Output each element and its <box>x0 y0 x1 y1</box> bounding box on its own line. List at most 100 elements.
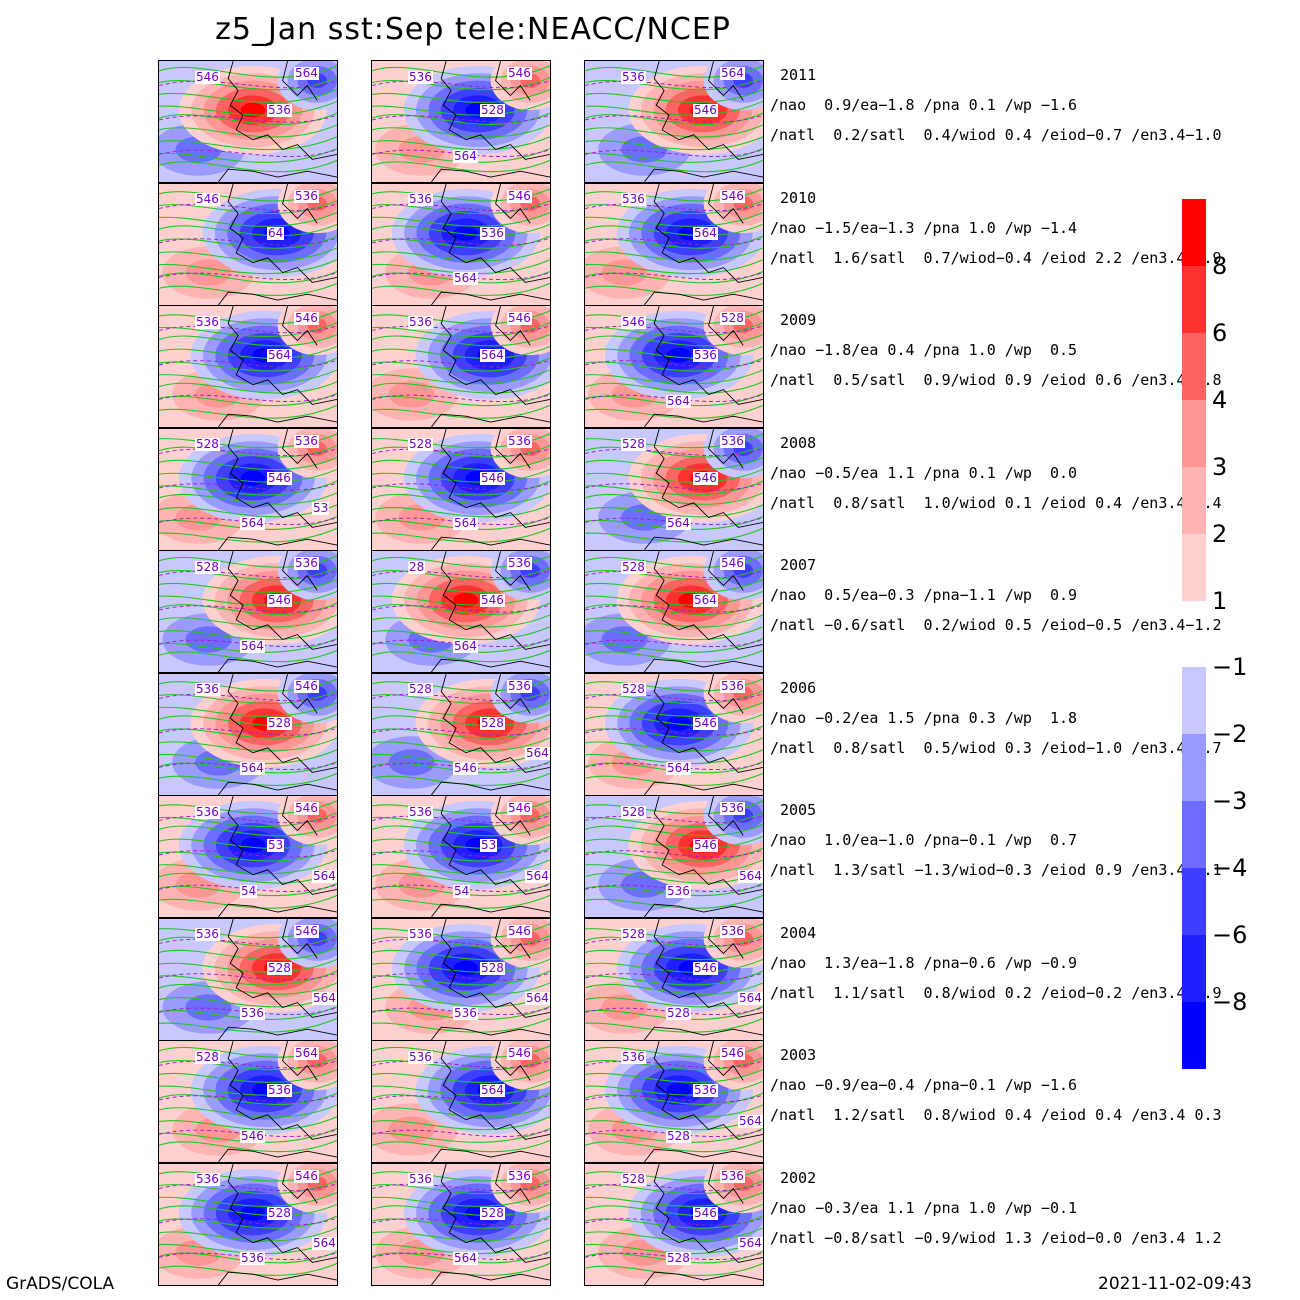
contour-label: 528 <box>267 960 292 975</box>
coastline <box>643 428 763 550</box>
height-contour <box>159 981 337 995</box>
climatology-contour <box>372 570 550 579</box>
map-panel: 536 546 528 564 <box>158 672 338 796</box>
height-contour <box>585 1069 763 1083</box>
row-year: 2004 <box>780 923 817 942</box>
height-contour <box>372 345 550 359</box>
contour-label: 528 <box>267 1205 292 1220</box>
height-contour <box>585 701 763 717</box>
map-field <box>585 551 763 672</box>
coastline <box>217 428 337 550</box>
height-contour <box>372 246 550 261</box>
row-year: 2010 <box>780 188 817 207</box>
height-contour <box>159 835 337 849</box>
contour-label: 536 <box>693 348 718 363</box>
height-contour <box>159 491 337 505</box>
map-field <box>159 1041 337 1162</box>
climatology-contour <box>372 359 550 368</box>
height-contour <box>585 515 763 530</box>
contour-label: 536 <box>507 556 532 571</box>
height-contour <box>372 270 550 283</box>
contour-label: 528 <box>408 437 433 452</box>
height-contour <box>585 946 763 960</box>
climatology-contour <box>585 447 763 456</box>
contour-label: 536 <box>720 923 745 938</box>
contour-label: 564 <box>720 66 745 81</box>
height-contour <box>372 491 550 505</box>
climatology-contour <box>372 1251 550 1260</box>
climatology-contour <box>159 482 337 491</box>
height-contour <box>159 136 337 151</box>
height-contour <box>159 626 337 641</box>
climatology-contour <box>372 237 550 246</box>
height-contour <box>372 1080 550 1096</box>
contour-label: 528 <box>195 1049 220 1064</box>
contour-label: 53 <box>480 838 498 853</box>
coastline <box>217 796 337 917</box>
height-contour <box>585 491 763 505</box>
height-contour <box>159 211 337 227</box>
row-year: 2009 <box>780 311 817 329</box>
contour-label: 536 <box>408 927 433 942</box>
height-contour <box>159 590 337 606</box>
climatology-contour <box>372 149 550 158</box>
climatology-contour <box>372 1094 550 1103</box>
height-contour <box>585 1005 763 1020</box>
teleconnection-indices: /nao −1.5/ea−1.3 /pna 1.0 /wp −1.4 <box>770 218 1078 237</box>
climatology-contour <box>585 692 763 701</box>
climatology-contour <box>585 394 763 403</box>
contour-label: 528 <box>408 682 433 697</box>
height-contour <box>159 148 337 163</box>
height-contour <box>372 871 550 884</box>
colorbar-swatch-negative <box>1182 1002 1206 1069</box>
coastline <box>643 61 763 182</box>
height-contour <box>159 689 337 704</box>
anomaly-shading <box>388 381 435 408</box>
contour-label: 536 <box>720 801 745 816</box>
climatology-contour <box>159 447 337 456</box>
climatology-contour <box>585 1182 763 1191</box>
coastline <box>643 673 763 795</box>
map-panel: 546 528 536 564 <box>584 305 764 428</box>
contour-label: 536 <box>408 314 433 329</box>
height-contour <box>159 456 337 470</box>
contour-label: 546 <box>507 801 532 816</box>
coastline <box>217 61 337 182</box>
height-contour <box>372 626 550 641</box>
climatology-contour <box>159 761 337 770</box>
height-contour <box>159 404 337 419</box>
height-contour <box>372 1250 550 1263</box>
map-panel: 528 536 546 536 564 <box>584 795 764 918</box>
contour-label: 546 <box>693 1205 718 1220</box>
height-contour <box>372 701 550 717</box>
colorbar-label-positive: 2 <box>1212 520 1228 548</box>
height-contour <box>159 579 337 593</box>
anomaly-shading <box>453 225 479 241</box>
contour-label: 536 <box>408 69 433 84</box>
row-index-text: 2006/nao −0.2/ea 1.5 /pna 0.3 /wp 1.8/na… <box>770 679 1222 757</box>
coastline <box>430 61 550 182</box>
height-contour <box>372 638 550 653</box>
height-contour <box>585 503 763 517</box>
colorbar-legend: 8 6 4 3 2 1 −1 −2 −3 −4 −6 −8 <box>1182 0 1247 1300</box>
coastline <box>643 1041 763 1162</box>
map-field <box>372 1163 550 1285</box>
height-contour <box>372 480 550 495</box>
climatology-contour <box>585 815 763 824</box>
height-contour <box>159 199 337 214</box>
map-field <box>372 428 550 550</box>
sst-indices: /natl 0.8/satl 1.0/wiod 0.1 /eiod 0.4 /e… <box>770 493 1222 512</box>
height-contour <box>585 894 763 909</box>
contour-label: 536 <box>408 192 433 207</box>
contour-label: 546 <box>453 761 478 776</box>
height-contour <box>372 934 550 948</box>
map-panel: 528 536 546 528 564 <box>584 917 764 1041</box>
coastline <box>643 796 763 917</box>
height-contour <box>585 211 763 227</box>
contour-label: 564 <box>738 868 763 883</box>
contour-label: 564 <box>666 761 691 776</box>
height-contour <box>372 1116 550 1131</box>
anomaly-shading <box>185 993 232 1021</box>
climatology-contour <box>585 1060 763 1069</box>
climatology-contour <box>372 604 550 613</box>
